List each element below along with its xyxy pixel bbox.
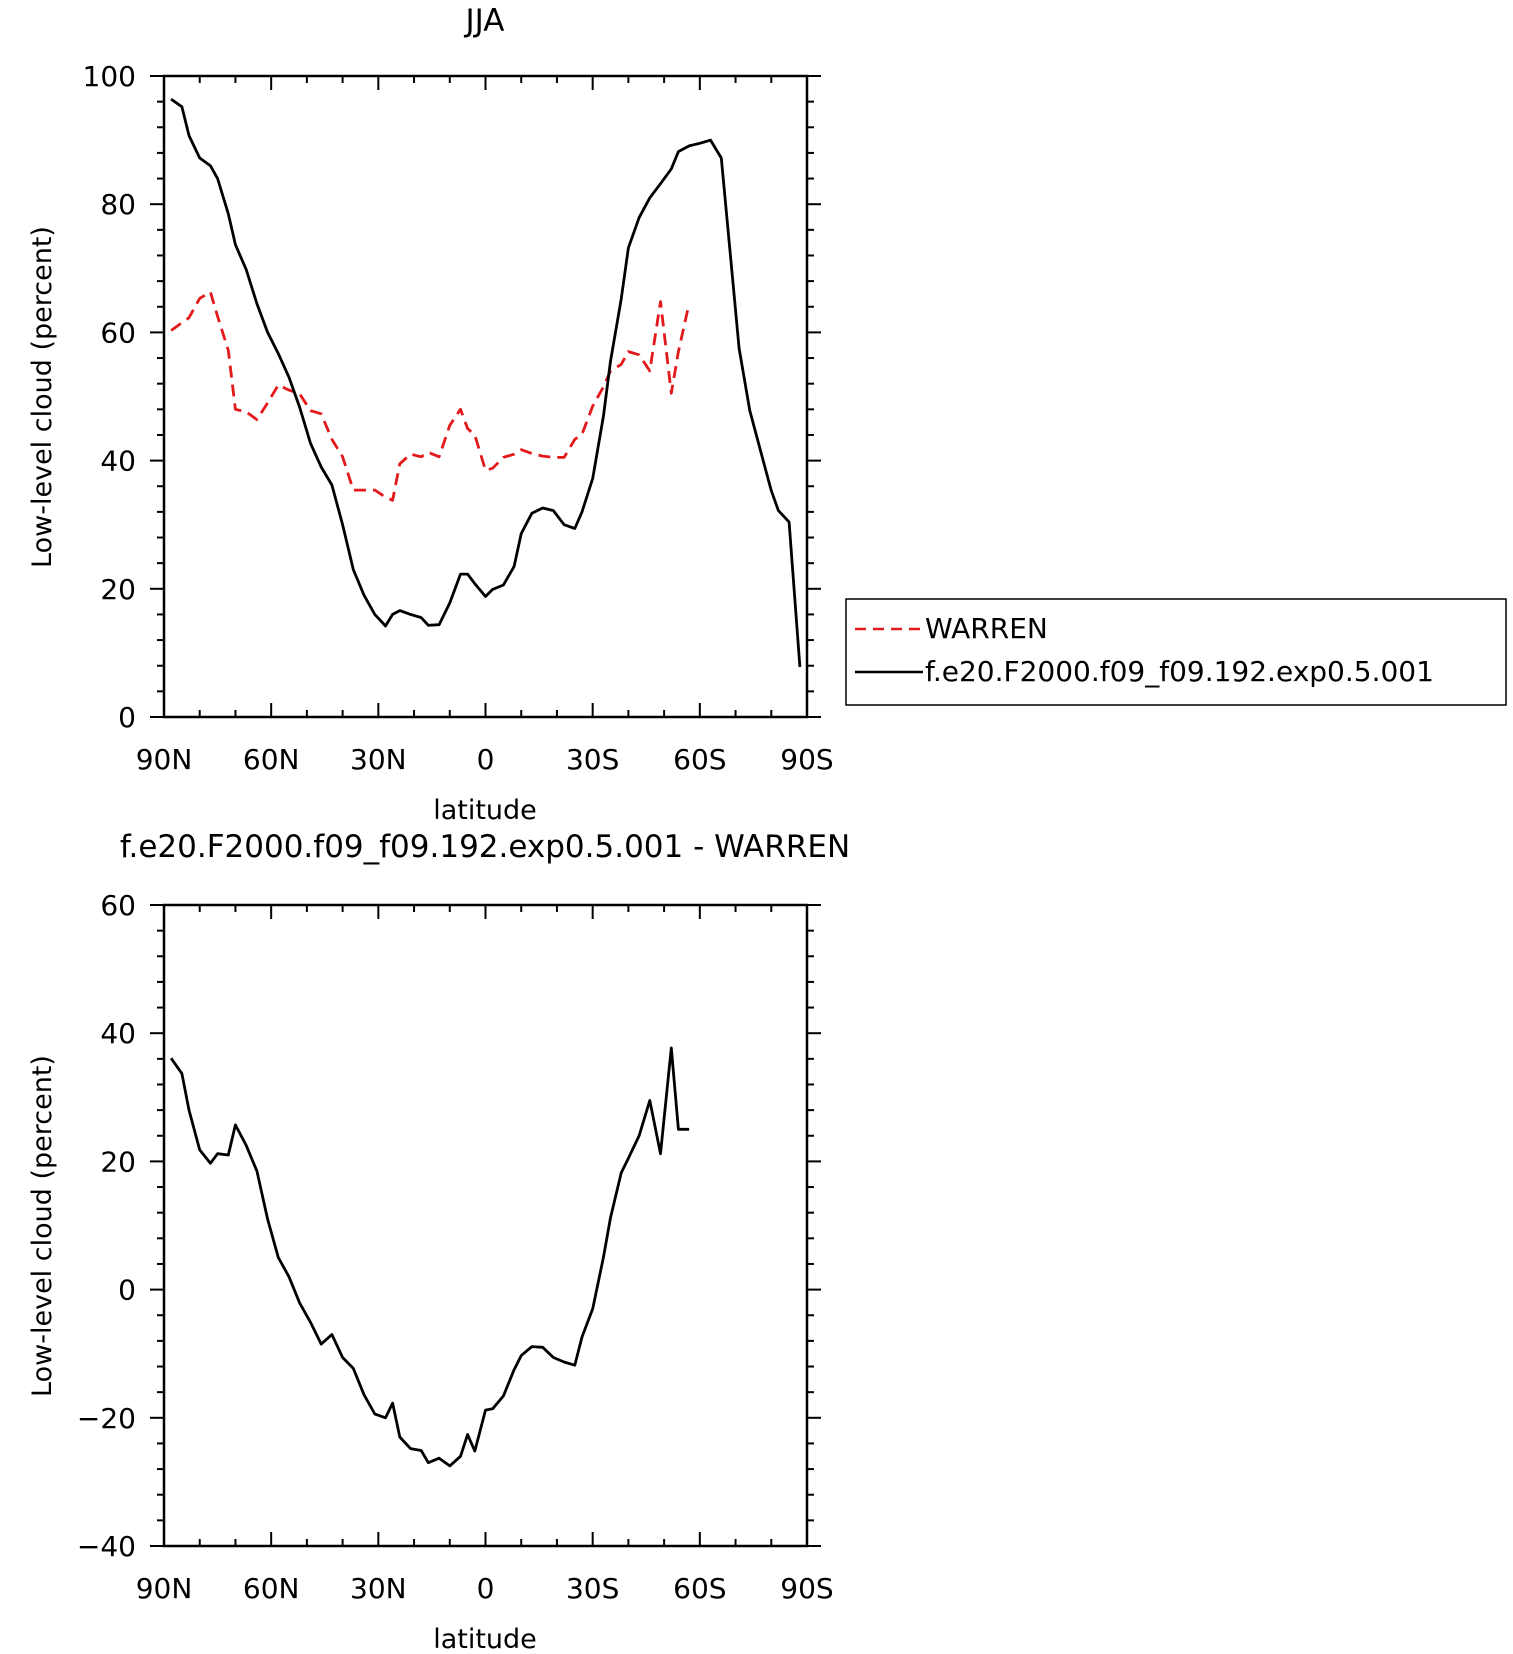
- x-tick-label: 30N: [350, 1572, 407, 1605]
- chart-panel-jja: JJA 90N 60N 30N 0 30S 60S 90S 0 20 40 60 80 100 lati…: [27, 3, 1507, 826]
- axis-ticks: [150, 75, 821, 718]
- tick-labels: 90N 60N 30N 0 30S 60S 90S −40 −20 0 20 40 60: [77, 889, 834, 1605]
- y-axis-label: Low-level cloud (percent): [27, 1055, 58, 1397]
- series-line-0: [170, 290, 691, 502]
- y-tick-label: 0: [118, 701, 136, 734]
- series-lines: [169, 1046, 690, 1468]
- y-tick-label: 20: [100, 1145, 136, 1178]
- chart-panel-difference: f.e20.F2000.f09_f09.192.exp0.5.001 - WAR…: [27, 829, 850, 1654]
- plot-frame: [162, 903, 809, 1548]
- series-line-1: [170, 97, 802, 668]
- y-tick-label: 60: [100, 316, 136, 349]
- chart-title: JJA: [464, 3, 505, 39]
- x-tick-label: 0: [477, 1572, 495, 1605]
- x-tick-label: 90S: [780, 1572, 833, 1605]
- chart-title: f.e20.F2000.f09_f09.192.exp0.5.001 - WAR…: [120, 829, 850, 865]
- y-tick-label: 20: [100, 573, 136, 606]
- x-tick-label: 60N: [243, 1572, 300, 1605]
- y-tick-label: 60: [100, 889, 136, 922]
- legend-box: [845, 598, 1507, 706]
- x-tick-label: 30N: [350, 743, 407, 776]
- y-tick-label: 80: [100, 188, 136, 221]
- x-tick-label: 60S: [673, 1572, 726, 1605]
- series-lines: [170, 97, 802, 668]
- legend-label-warren: WARREN: [925, 612, 1048, 645]
- y-tick-label: 40: [100, 445, 136, 478]
- x-axis-label: latitude: [433, 1624, 537, 1654]
- legend-label-model: f.e20.F2000.f09_f09.192.exp0.5.001: [925, 655, 1434, 688]
- x-tick-label: 0: [477, 743, 495, 776]
- x-tick-label: 90S: [780, 743, 833, 776]
- x-tick-label: 30S: [566, 743, 619, 776]
- plot-frame: [162, 74, 809, 719]
- y-tick-label: 0: [118, 1274, 136, 1307]
- series-line-0: [169, 1046, 690, 1468]
- x-tick-label: 90N: [136, 1572, 193, 1605]
- tick-labels: 90N 60N 30N 0 30S 60S 90S 0 20 40 60 80 100: [83, 60, 834, 776]
- x-tick-label: 60N: [243, 743, 300, 776]
- x-tick-label: 60S: [673, 743, 726, 776]
- y-axis-label: Low-level cloud (percent): [27, 226, 58, 568]
- y-tick-label: −40: [77, 1530, 136, 1563]
- x-axis-label: latitude: [433, 795, 537, 826]
- y-tick-label: 40: [100, 1017, 136, 1050]
- x-tick-label: 30S: [566, 1572, 619, 1605]
- y-tick-label: −20: [77, 1402, 136, 1435]
- y-tick-label: 100: [83, 60, 136, 93]
- axis-ticks: [150, 904, 821, 1547]
- x-tick-label: 90N: [136, 743, 193, 776]
- legend: WARREN f.e20.F2000.f09_f09.192.exp0.5.00…: [845, 598, 1507, 706]
